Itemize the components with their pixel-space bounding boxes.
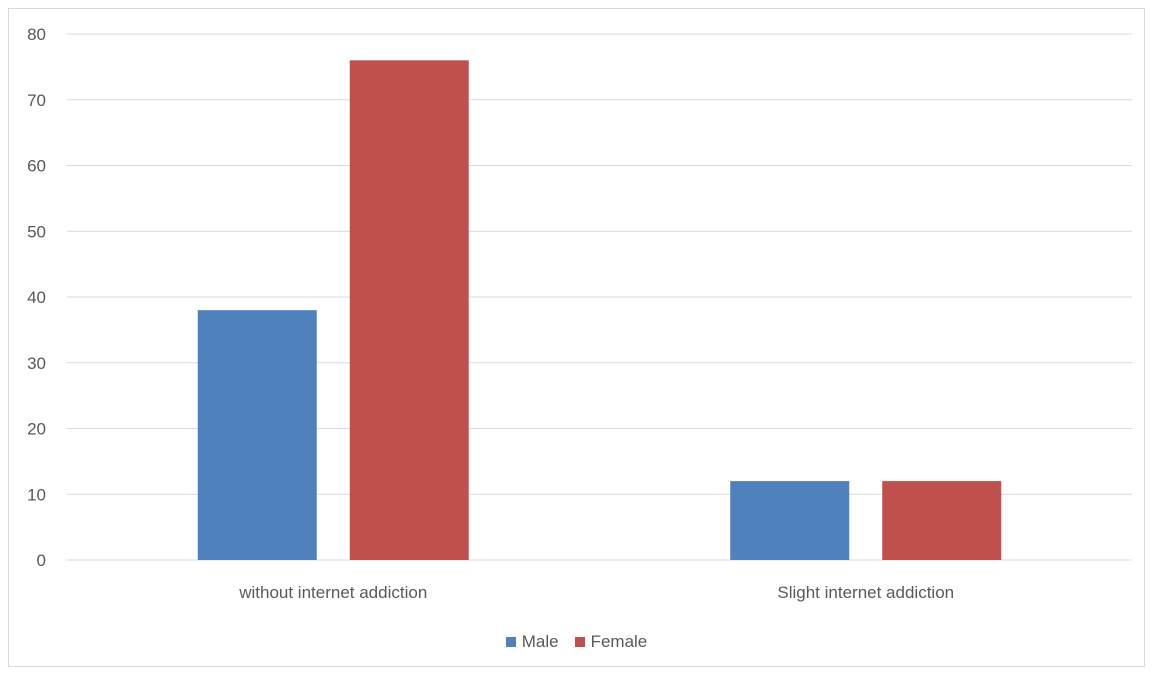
x-axis-ticks: without internet addiction Slight interne…	[238, 583, 954, 602]
legend-label-female: Female	[590, 632, 648, 651]
bar-male-1	[730, 481, 850, 560]
x-tick-label: without internet addiction	[238, 583, 427, 602]
bar-female-0	[349, 60, 469, 561]
y-tick-label: 50	[27, 222, 46, 241]
y-tick-label: 80	[27, 25, 46, 44]
y-tick-label: 70	[27, 91, 46, 110]
y-tick-label: 0	[37, 551, 46, 570]
legend-swatch-female	[574, 637, 585, 647]
y-tick-label: 30	[27, 354, 46, 373]
legend-label-male: Male	[521, 632, 559, 651]
y-axis-ticks: 0 10 20 30 40 50 60 70 80	[27, 25, 46, 570]
bar-female-1	[882, 481, 1002, 560]
y-tick-label: 20	[27, 420, 46, 439]
bar-male-0	[197, 310, 317, 560]
x-tick-label: Slight internet addiction	[777, 583, 954, 602]
y-tick-label: 40	[27, 288, 46, 307]
legend-item-male: Male	[505, 632, 559, 652]
legend-item-female: Female	[574, 632, 648, 652]
legend-swatch-male	[505, 637, 516, 647]
bars	[197, 60, 1002, 561]
y-tick-label: 60	[27, 157, 46, 176]
legend: Male Female	[0, 632, 1153, 652]
y-tick-label: 10	[27, 485, 46, 504]
